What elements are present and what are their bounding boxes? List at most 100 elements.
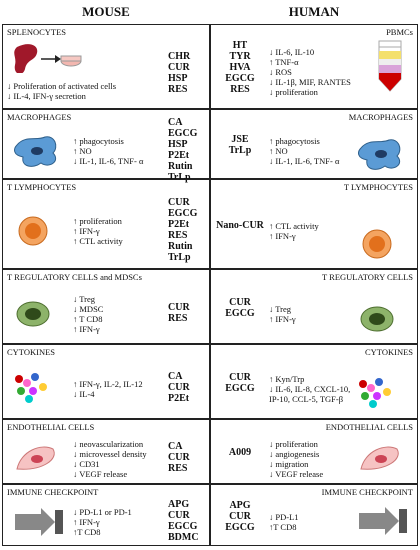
cell-title: T LYMPHOCYTES xyxy=(343,182,413,192)
effect: ↑ IFN-γ xyxy=(269,231,296,241)
compound: CUR xyxy=(168,301,190,313)
effect: ↑ proliferation xyxy=(73,216,122,226)
effect: ↑ NO xyxy=(269,146,288,156)
effect: ↓ proliferation xyxy=(269,438,318,449)
effects: ↓ PD-L1 or PD-1 ↑ IFN-γ ↑T CD8 xyxy=(73,499,168,545)
compound: RES xyxy=(168,463,188,474)
cell-title: ENDOTHELIAL CELLS xyxy=(7,422,95,432)
compound: RES xyxy=(168,312,188,324)
effect: ↓ IL-1, IL-6, TNF- α xyxy=(73,156,144,166)
compounds: CUR EGCG xyxy=(213,274,267,341)
mouse-cell: T LYMPHOCYTES ↑ proliferation ↑ IFN-γ ↑ CTL… xyxy=(2,179,210,269)
mouse-cell: ENDOTHELIAL CELLS ↓ neovascularization ↓ m… xyxy=(2,419,210,484)
human-cell: T LYMPHOCYTES ↑ CTL activity ↑ IFN-γ Nano-C… xyxy=(210,179,418,269)
compound: EGCG xyxy=(168,521,198,532)
human-header: HUMAN xyxy=(288,4,340,19)
effect: ↓ IL-1β, MIF, RANTES xyxy=(269,76,351,87)
mouse-cell: MACROPHAGES ↑ phagocytosis ↑ NO ↓ IL-1, IL-… xyxy=(2,109,210,183)
cell-icon xyxy=(15,372,47,403)
compound: CUR xyxy=(168,197,190,208)
mouse-cell: SPLENOCYTES ↓ Proliferation of activated … xyxy=(2,24,210,109)
cell-icon xyxy=(18,216,48,246)
effect: ↑ CTL activity xyxy=(73,236,123,246)
effect: ↓ IL-6, IL-8, CXCL-10, IP-10, CCL-5, TGF… xyxy=(269,383,351,404)
human-cell: PBMCs ↓ IL-6, IL-10 ↑ TNF-α ↓ ROS ↓ IL-1β, M… xyxy=(210,24,418,109)
compound: CUR xyxy=(229,371,251,383)
cell-title: PBMCs xyxy=(386,27,413,37)
effect: ↓ angiogenesis xyxy=(269,448,320,459)
compounds: CA CUR RES xyxy=(168,432,210,483)
compound: EGCG xyxy=(225,382,255,394)
cell-icon xyxy=(360,446,399,470)
effect: ↓ PD-L1 or PD-1 xyxy=(73,507,132,517)
compound: TYR xyxy=(229,51,251,62)
effect: ↓ neovascularization xyxy=(73,438,144,449)
cell-icon xyxy=(16,446,55,470)
cell-title: SPLENOCYTES xyxy=(7,27,67,37)
effect: ↑ IFN-γ xyxy=(73,323,100,334)
cell-title: T LYMPHOCYTES xyxy=(7,182,77,192)
compound: A009 xyxy=(228,447,252,458)
compound: APG xyxy=(168,499,190,510)
human-cell: CYTOKINES ↑ Kyn/Trp ↓ IL-6, IL-8, CXCL-10,… xyxy=(210,344,418,419)
effect: ↓ Proliferation of activated cells xyxy=(7,80,117,91)
compound: CUR xyxy=(229,510,251,522)
effect: ↑T CD8 xyxy=(269,522,297,532)
effect: ↓ IL-4, IFN-γ secretion xyxy=(7,90,86,101)
compound: RES xyxy=(168,83,188,95)
cell-icon xyxy=(362,229,392,259)
effect: ↓ proliferation xyxy=(269,86,318,97)
effect: ↓ migration xyxy=(269,458,309,469)
compound: EGCG xyxy=(168,128,198,139)
cell-title: MACROPHAGES xyxy=(7,112,72,122)
effects: ↑ CTL activity ↑ IFN-γ xyxy=(269,194,359,268)
effect: ↓ VEGF release xyxy=(73,468,128,479)
compound: TrLp xyxy=(168,252,191,263)
effect: ↑ CTL activity xyxy=(269,221,319,231)
compounds: CUR EGCG xyxy=(213,349,267,416)
compound: P2Et xyxy=(168,393,190,404)
cell-title: T REGULATORY CELLS and MDSCs xyxy=(7,272,142,282)
compound: CUR xyxy=(168,382,190,393)
compound: HVA xyxy=(229,62,251,73)
effects: ↓ IL-6, IL-10 ↑ TNF-α ↓ ROS ↓ IL-1β, MIF, R… xyxy=(269,37,369,106)
compound: CUR xyxy=(168,452,190,463)
human-cell: MACROPHAGES ↑ phagocytosis ↑ NO ↓ IL-1, IL-… xyxy=(210,109,418,179)
effects: ↑ phagocytosis ↑ NO ↓ IL-1, IL-6, TNF- α xyxy=(269,124,359,178)
effects: ↑ proliferation ↑ IFN-γ ↑ CTL activity xyxy=(73,194,168,268)
effect: ↓ microvessel density xyxy=(73,448,147,459)
effect: ↑ phagocytosis xyxy=(73,136,124,146)
effect: ↓ IL-1, IL-6, TNF- α xyxy=(269,156,340,166)
mouse-cell: T REGULATORY CELLS and MDSCs ↓ Treg ↓ MDSC… xyxy=(2,269,210,344)
effects: ↓ Treg ↓ MDSC ↑ T CD8 ↑ IFN-γ xyxy=(73,284,168,343)
effect: ↑T CD8 xyxy=(73,527,101,537)
human-cell: ENDOTHELIAL CELLS ↓ proliferation ↓ angiog… xyxy=(210,419,418,484)
effects: ↑ Kyn/Trp ↓ IL-6, IL-8, CXCL-10, IP-10, C… xyxy=(269,359,359,418)
cell-title: ENDOTHELIAL CELLS xyxy=(325,422,413,432)
effect: ↑ T CD8 xyxy=(73,313,103,324)
compound: Rutin xyxy=(168,161,193,172)
mouse-cell: CYTOKINES ↑ IFN-γ, IL-2, IL-12 ↓ IL-4 CA CUR… xyxy=(2,344,210,419)
effect: ↓ MDSC xyxy=(73,303,104,314)
cell-title: MACROPHAGES xyxy=(348,112,413,122)
effect: ↑ IFN-γ xyxy=(269,313,296,324)
compound: JSE xyxy=(231,134,249,145)
compound: CUR xyxy=(229,296,251,308)
compound: EGCG xyxy=(225,521,255,533)
effects: ↓ proliferation ↓ angiogenesis ↓ migration… xyxy=(269,434,359,483)
compound: Rutin xyxy=(168,241,193,252)
compound: HSP xyxy=(168,139,188,150)
effect: ↑ TNF-α xyxy=(269,56,299,67)
compounds: CUR EGCG P2Et RES Rutin TrLp xyxy=(168,192,210,268)
compound: CA xyxy=(168,441,183,452)
cell-title: T REGULATORY CELLS xyxy=(322,272,413,282)
compound: RES xyxy=(230,84,250,95)
effect: ↑ IFN-γ xyxy=(73,517,100,527)
cell-icon xyxy=(359,507,407,535)
compounds: CUR RES xyxy=(168,282,210,343)
effects: ↑ phagocytosis ↑ NO ↓ IL-1, IL-6, TNF- α xyxy=(73,124,168,178)
compound: EGCG xyxy=(225,73,255,84)
compound: TrLp xyxy=(228,145,252,156)
effects: ↓ PD-L1 ↑T CD8 xyxy=(269,499,359,545)
